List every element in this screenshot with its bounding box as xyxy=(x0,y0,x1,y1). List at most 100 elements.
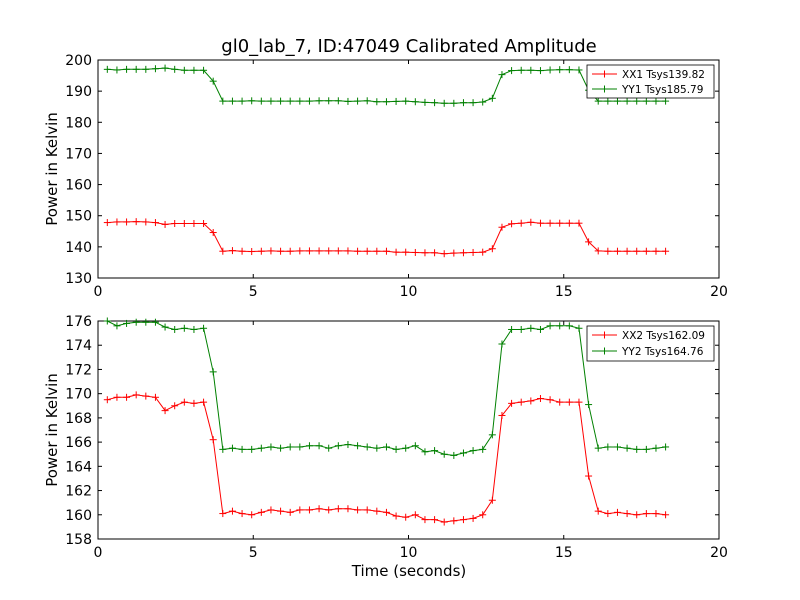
legend-top: XX1 Tsys139.82 YY1 Tsys185.79 xyxy=(586,64,715,99)
data-point xyxy=(180,398,188,406)
data-point xyxy=(402,444,410,452)
data-point xyxy=(151,318,159,326)
data-point xyxy=(508,67,516,75)
data-point xyxy=(238,445,246,453)
data-point xyxy=(267,443,275,451)
data-point xyxy=(209,77,217,85)
x-axis-label: Time (seconds) xyxy=(351,562,467,580)
data-point xyxy=(132,391,140,399)
data-point xyxy=(498,223,506,231)
y-axis-label-top: Power in Kelvin xyxy=(43,112,61,226)
data-point xyxy=(277,444,285,452)
x-axis-bottom: 0 5 10 15 20 xyxy=(94,321,728,561)
data-point xyxy=(556,219,564,227)
data-point xyxy=(517,66,525,74)
data-point xyxy=(354,442,362,450)
data-point xyxy=(431,447,439,455)
data-point xyxy=(363,506,371,514)
data-point xyxy=(171,220,179,227)
data-point xyxy=(565,219,573,227)
data-point xyxy=(382,508,390,516)
data-point xyxy=(248,248,256,256)
x-tick-label-bottom: 15 xyxy=(555,545,573,561)
data-point xyxy=(662,97,670,105)
data-point xyxy=(402,248,410,256)
data-point xyxy=(267,247,275,255)
data-point xyxy=(633,445,641,453)
data-point xyxy=(431,516,439,524)
data-point xyxy=(411,442,419,450)
data-point xyxy=(142,65,150,73)
data-point xyxy=(508,325,516,333)
data-point xyxy=(382,443,390,451)
data-point xyxy=(315,247,323,255)
data-point xyxy=(171,325,179,333)
data-point xyxy=(431,99,439,107)
data-point xyxy=(546,219,554,227)
legend-bottom: XX2 Tsys162.09 YY2 Tsys164.76 xyxy=(586,325,715,362)
data-point xyxy=(334,97,342,105)
data-point xyxy=(315,442,323,450)
data-point xyxy=(209,229,217,237)
data-point xyxy=(594,507,602,515)
data-point xyxy=(103,317,111,325)
legend-label-xx2: XX2 Tsys162.09 xyxy=(622,330,705,342)
data-point xyxy=(517,398,525,406)
data-point xyxy=(171,65,179,73)
data-point xyxy=(575,219,583,227)
data-point xyxy=(200,398,208,406)
data-point xyxy=(325,444,333,452)
y-tick-label-top: 130 xyxy=(65,271,92,287)
data-point xyxy=(180,66,188,74)
data-point xyxy=(556,398,564,406)
data-point xyxy=(382,98,390,106)
data-point xyxy=(238,247,246,255)
y-tick-label-top: 180 xyxy=(65,115,92,131)
data-point xyxy=(604,510,612,518)
data-point xyxy=(373,247,381,255)
data-point xyxy=(536,395,544,403)
data-point xyxy=(633,97,641,105)
data-point xyxy=(363,97,371,105)
data-point xyxy=(238,97,246,105)
data-point xyxy=(238,510,246,518)
data-point xyxy=(431,249,439,257)
data-point xyxy=(286,443,294,451)
data-point xyxy=(421,448,429,456)
data-point xyxy=(556,66,564,74)
data-point xyxy=(161,407,169,415)
data-point xyxy=(363,443,371,451)
data-point xyxy=(277,507,285,515)
data-point xyxy=(450,451,458,459)
data-point xyxy=(334,442,342,450)
data-point xyxy=(517,325,525,333)
data-point xyxy=(113,66,121,74)
data-point xyxy=(305,97,313,105)
legend-label-yy1: YY1 Tsys185.79 xyxy=(621,84,703,96)
data-point xyxy=(123,393,131,401)
legend-label-xx1: XX1 Tsys139.82 xyxy=(622,69,705,81)
data-point xyxy=(161,64,169,72)
data-point xyxy=(421,516,429,524)
data-point xyxy=(325,247,333,255)
data-point xyxy=(315,97,323,105)
data-point xyxy=(575,66,583,74)
data-point xyxy=(344,505,352,513)
data-point xyxy=(498,340,506,348)
data-point xyxy=(652,97,660,105)
data-point xyxy=(546,322,554,330)
data-point xyxy=(652,444,660,452)
data-point xyxy=(373,507,381,515)
data-point xyxy=(209,368,217,376)
data-point xyxy=(402,97,410,105)
data-point xyxy=(594,97,602,105)
data-point xyxy=(402,513,410,521)
data-point xyxy=(209,436,217,444)
data-point xyxy=(151,65,159,73)
y-axis-label-bottom: Power in Kelvin xyxy=(43,373,61,487)
data-point xyxy=(344,97,352,105)
data-point xyxy=(315,505,323,513)
data-point xyxy=(633,511,641,519)
x-tick-label-bottom: 10 xyxy=(400,545,418,561)
y-tick-label-top: 150 xyxy=(65,209,92,225)
